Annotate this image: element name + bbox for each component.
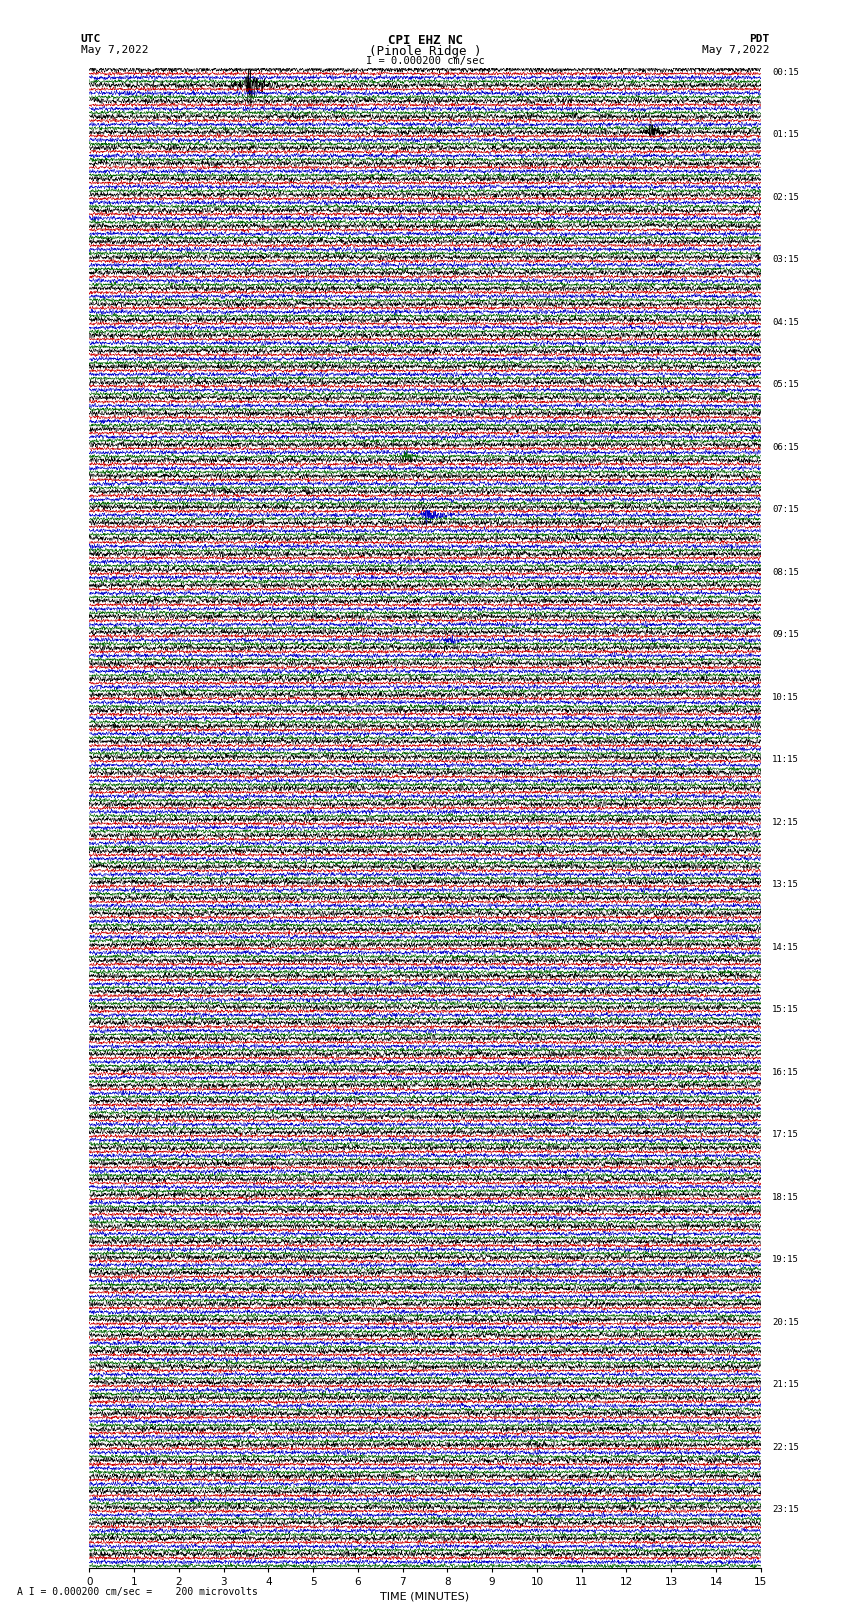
Text: 01:15: 01:15 (772, 131, 799, 139)
Text: (Pinole Ridge ): (Pinole Ridge ) (369, 45, 481, 58)
Text: UTC: UTC (81, 34, 101, 44)
Text: A I = 0.000200 cm/sec =    200 microvolts: A I = 0.000200 cm/sec = 200 microvolts (17, 1587, 258, 1597)
Text: 11:15: 11:15 (772, 755, 799, 765)
Text: May 7,2022: May 7,2022 (81, 45, 148, 55)
Text: 15:15: 15:15 (772, 1005, 799, 1015)
Text: 02:15: 02:15 (772, 194, 799, 202)
Text: 05:15: 05:15 (772, 381, 799, 389)
Text: 06:15: 06:15 (772, 444, 799, 452)
Text: 19:15: 19:15 (772, 1255, 799, 1265)
Text: 23:15: 23:15 (772, 1505, 799, 1515)
Text: PDT: PDT (749, 34, 769, 44)
Text: 20:15: 20:15 (772, 1318, 799, 1327)
Text: 03:15: 03:15 (772, 255, 799, 265)
Text: 18:15: 18:15 (772, 1194, 799, 1202)
Text: 13:15: 13:15 (772, 881, 799, 889)
Text: 10:15: 10:15 (772, 694, 799, 702)
Text: 17:15: 17:15 (772, 1131, 799, 1139)
Text: 08:15: 08:15 (772, 568, 799, 577)
Text: May 7,2022: May 7,2022 (702, 45, 769, 55)
Text: 04:15: 04:15 (772, 318, 799, 327)
Text: 07:15: 07:15 (772, 505, 799, 515)
Text: CPI EHZ NC: CPI EHZ NC (388, 34, 462, 47)
Text: 09:15: 09:15 (772, 631, 799, 639)
Text: 22:15: 22:15 (772, 1442, 799, 1452)
Text: 00:15: 00:15 (772, 68, 799, 77)
Text: 12:15: 12:15 (772, 818, 799, 827)
X-axis label: TIME (MINUTES): TIME (MINUTES) (381, 1590, 469, 1602)
Text: 16:15: 16:15 (772, 1068, 799, 1077)
Text: I = 0.000200 cm/sec: I = 0.000200 cm/sec (366, 56, 484, 66)
Text: 21:15: 21:15 (772, 1381, 799, 1389)
Text: 14:15: 14:15 (772, 942, 799, 952)
